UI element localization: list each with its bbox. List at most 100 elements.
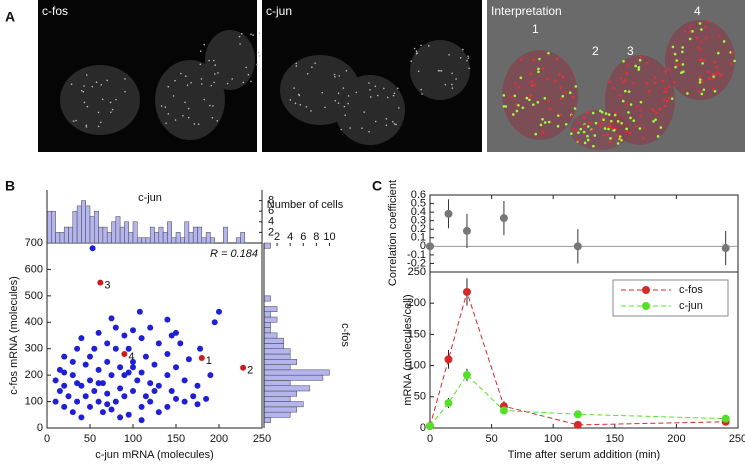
spot (675, 63, 679, 67)
spot (608, 122, 612, 125)
image-label: Interpretation (491, 4, 562, 18)
bar (124, 221, 129, 244)
spot (667, 96, 670, 100)
spot (226, 82, 229, 85)
spot (417, 70, 420, 73)
bar (137, 237, 142, 244)
bar (263, 369, 330, 376)
spot (681, 46, 684, 49)
spot (75, 119, 77, 122)
spot (547, 120, 551, 124)
spot (715, 65, 718, 69)
y-axis-label: Correlation coefficient (387, 180, 399, 286)
spot (591, 111, 595, 115)
spot (541, 132, 545, 135)
spot (510, 95, 513, 99)
bar (263, 359, 297, 365)
spot (250, 33, 252, 36)
spot (573, 107, 577, 110)
spot (629, 116, 632, 120)
spot (529, 94, 532, 98)
bar (68, 226, 74, 244)
spot (197, 123, 200, 125)
bar (192, 226, 198, 244)
point (52, 398, 59, 405)
spot (385, 124, 388, 127)
spot (548, 107, 552, 111)
bar (162, 232, 168, 244)
spot (697, 45, 700, 49)
spot (557, 114, 560, 117)
spot (437, 69, 440, 72)
y-axis-label: mRNA (molecules/cell) (402, 294, 414, 405)
spot (616, 120, 620, 123)
y-tick-label: 150 (408, 328, 426, 340)
point (104, 358, 111, 365)
point (95, 380, 102, 387)
spot (698, 22, 702, 25)
point (173, 395, 179, 402)
point (74, 345, 81, 352)
spot (398, 107, 400, 109)
point (426, 422, 434, 431)
y-tick-label: 100 (25, 395, 43, 407)
spot (504, 105, 508, 108)
spot (602, 133, 605, 137)
point (56, 388, 63, 394)
spot (599, 122, 602, 126)
x-tick-label: 2 (274, 231, 280, 243)
spot (701, 62, 704, 65)
panel-label: C (372, 178, 382, 194)
spot (342, 87, 345, 89)
spot (574, 85, 578, 88)
spot (671, 45, 675, 49)
bar (263, 374, 324, 381)
y-tick-label: 400 (25, 316, 43, 328)
spot (571, 95, 575, 99)
spot (187, 116, 190, 119)
spot (532, 58, 536, 62)
spot (392, 120, 394, 123)
spot (374, 85, 377, 88)
spot (528, 98, 531, 102)
spot (559, 113, 562, 116)
spot (368, 82, 370, 84)
spot (109, 111, 112, 114)
spot (613, 128, 616, 132)
cell-label: 1 (532, 22, 539, 36)
spot (536, 100, 540, 104)
x-axis-label: c-jun mRNA (molecules) (95, 449, 214, 461)
spot (160, 105, 163, 107)
spot (247, 73, 250, 76)
spot (639, 55, 643, 59)
x-tick-label: 200 (667, 433, 685, 445)
bar (263, 306, 278, 312)
spot (165, 122, 167, 124)
spot (607, 127, 610, 131)
spot (525, 96, 529, 100)
bar (106, 232, 112, 244)
point (121, 332, 128, 339)
spot (699, 48, 702, 51)
spot (187, 107, 190, 110)
spot (606, 133, 609, 137)
spot (719, 74, 722, 77)
y-tick-label: 300 (25, 343, 43, 355)
point (142, 353, 149, 360)
spot (239, 43, 241, 45)
spot (717, 51, 720, 55)
spot (203, 43, 206, 46)
spot (700, 58, 703, 61)
x-tick-label: 250 (729, 433, 745, 445)
point (125, 369, 132, 376)
bar (149, 226, 155, 244)
spot (534, 132, 538, 136)
spot (662, 90, 666, 94)
spot (440, 69, 443, 72)
bar (184, 221, 190, 244)
y-tick-label: 0.6 (411, 189, 426, 201)
point (499, 214, 508, 223)
point (95, 366, 102, 373)
spot (369, 96, 372, 98)
point (89, 245, 96, 252)
